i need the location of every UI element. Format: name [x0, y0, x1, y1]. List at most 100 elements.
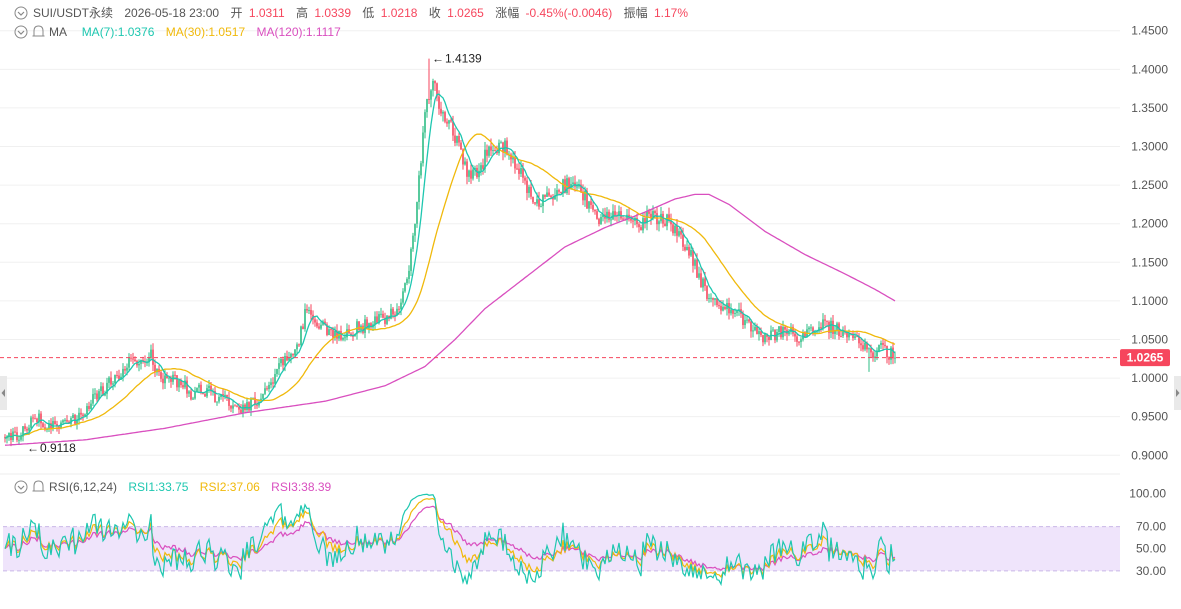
candle-body: [762, 335, 764, 343]
candle-body: [358, 321, 360, 331]
candle-body: [862, 345, 864, 350]
candle-body: [108, 377, 110, 383]
candle-body: [454, 135, 456, 143]
candle-body: [404, 283, 406, 292]
candle-body: [218, 396, 220, 402]
chevron-circle-icon[interactable]: [14, 480, 28, 494]
price-tick-label: 1.0000: [1131, 371, 1168, 385]
candle-body: [876, 351, 878, 357]
candle-body: [704, 278, 706, 287]
candle-body: [286, 356, 288, 361]
candle-body: [830, 320, 832, 333]
candle-body: [562, 179, 564, 194]
candle-body: [458, 135, 460, 143]
close-label: 收: [429, 6, 441, 20]
candle-body: [648, 211, 650, 214]
bell-icon[interactable]: [32, 25, 45, 37]
candle-body: [642, 218, 644, 231]
candle-body: [280, 359, 282, 364]
chevron-circle-icon[interactable]: [14, 6, 28, 20]
candle-body: [460, 142, 462, 150]
chevron-circle-icon[interactable]: [14, 25, 28, 39]
candle-body: [160, 372, 162, 379]
candle-body: [246, 402, 248, 411]
candle-body: [80, 412, 82, 415]
candle-body: [30, 417, 32, 428]
candle-body: [546, 192, 548, 197]
candle-body: [96, 393, 98, 400]
candle-body: [694, 259, 696, 266]
candle-body: [556, 190, 558, 196]
candle-body: [542, 194, 544, 207]
candle-body: [596, 211, 598, 219]
candle-body: [426, 98, 428, 113]
candle-body: [524, 177, 526, 181]
candle-body: [486, 149, 488, 156]
high-value: 1.0339: [314, 6, 351, 20]
candle-body: [430, 90, 432, 100]
candle-body: [152, 349, 154, 365]
candle-body: [846, 332, 848, 338]
caret-left-icon[interactable]: [0, 376, 7, 410]
candle-body: [344, 337, 346, 339]
candle-body: [182, 385, 184, 388]
candle-body: [132, 358, 134, 360]
candle-body: [28, 427, 30, 431]
last-price-label-text: 1.0265: [1127, 351, 1164, 365]
candle-body: [840, 335, 842, 337]
candle-body: [866, 342, 868, 350]
candlestick-series[interactable]: [4, 58, 896, 447]
candle-body: [512, 157, 514, 160]
candle-body: [620, 211, 622, 219]
candle-body: [496, 150, 498, 154]
candle-body: [396, 308, 398, 316]
candle-body: [860, 343, 862, 346]
candle-body: [256, 404, 258, 406]
candle-body: [688, 246, 690, 256]
candle-body: [26, 428, 28, 431]
rsi-indicator-name: RSI(6,12,24): [49, 480, 117, 494]
candle-body: [166, 375, 168, 379]
candle-body: [504, 140, 506, 153]
candle-body: [116, 375, 118, 377]
candle-body: [456, 135, 458, 143]
candle-body: [106, 382, 108, 394]
candle-body: [610, 219, 612, 221]
candle-body: [804, 332, 806, 337]
candle-body: [622, 218, 624, 220]
price-axis: 1.4500 1.4000 1.3500 1.3000 1.2500 1.2000 1.15…: [1131, 24, 1168, 463]
candle-body: [742, 313, 744, 326]
candle-body: [602, 214, 604, 218]
ma30-line: [4, 133, 896, 439]
candle-body: [94, 393, 96, 395]
candle-body: [204, 394, 206, 397]
candle-body: [744, 320, 746, 326]
candle-body: [390, 308, 392, 319]
candle-body: [482, 165, 484, 169]
candle-body: [718, 305, 720, 307]
candle-body: [376, 316, 378, 324]
candle-body: [370, 323, 372, 328]
candle-body: [406, 278, 408, 284]
candle-body: [128, 357, 130, 368]
low-label: 低: [362, 6, 374, 20]
candle-body: [532, 196, 534, 203]
candle-body: [630, 218, 632, 221]
candle-body: [572, 182, 574, 185]
candle-body: [240, 409, 242, 414]
candle-body: [612, 211, 614, 220]
candle-body: [264, 388, 266, 394]
candle-body: [362, 325, 364, 333]
candle-body: [582, 191, 584, 201]
candle-body: [886, 345, 888, 358]
candle-body: [592, 204, 594, 210]
candle-body: [800, 339, 802, 343]
candle-body: [550, 195, 552, 198]
candle-body: [476, 167, 478, 178]
candle-body: [554, 195, 556, 200]
candle-body: [548, 192, 550, 196]
caret-right-icon[interactable]: [1174, 376, 1181, 410]
bell-icon[interactable]: [32, 480, 45, 492]
candle-body: [266, 388, 268, 390]
